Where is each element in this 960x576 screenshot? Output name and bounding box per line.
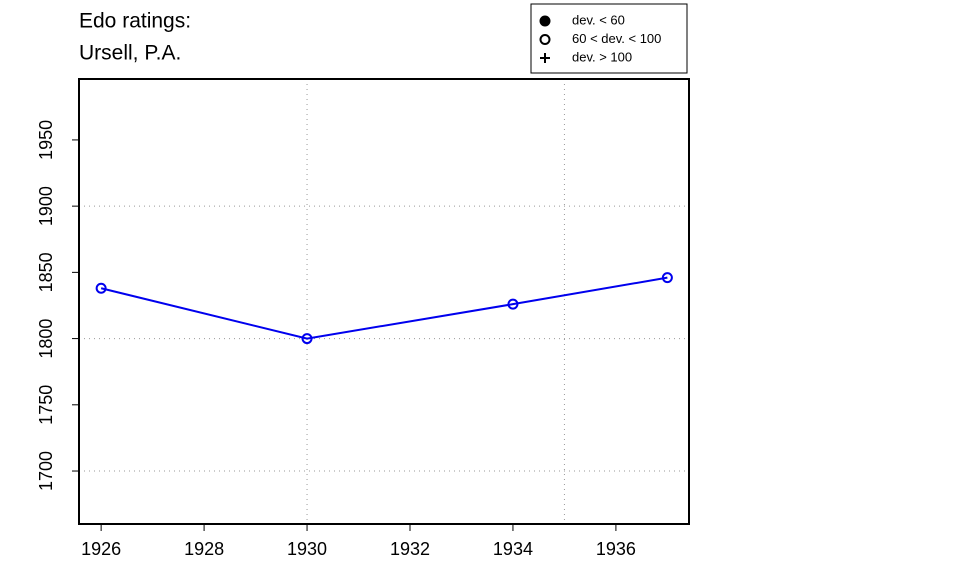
legend-symbol bbox=[539, 34, 551, 45]
y-tick-label: 1950 bbox=[36, 120, 56, 160]
data-point bbox=[301, 333, 313, 345]
data-point bbox=[507, 298, 519, 310]
x-tick-label: 1934 bbox=[493, 539, 533, 559]
legend-label: dev. > 100 bbox=[572, 49, 632, 64]
data-point bbox=[661, 272, 673, 284]
x-tick-label: 1932 bbox=[390, 539, 430, 559]
x-tick-label: 1936 bbox=[596, 539, 636, 559]
data-line bbox=[100, 276, 668, 340]
y-tick-label: 1700 bbox=[36, 451, 56, 491]
chart-subtitle: Ursell, P.A. bbox=[79, 42, 181, 65]
plot-frame bbox=[78, 78, 690, 525]
y-tick-label: 1750 bbox=[36, 385, 56, 425]
y-tick-label: 1900 bbox=[36, 186, 56, 226]
x-tick-label: 1926 bbox=[81, 539, 121, 559]
legend-label: dev. < 60 bbox=[572, 12, 625, 27]
legend-symbol bbox=[539, 15, 551, 27]
x-tick-label: 1928 bbox=[184, 539, 224, 559]
y-tick-label: 1850 bbox=[36, 252, 56, 292]
legend-label: 60 < dev. < 100 bbox=[572, 31, 661, 46]
y-tick-label: 1800 bbox=[36, 319, 56, 359]
legend-box bbox=[530, 3, 688, 74]
chart-title: Edo ratings: bbox=[79, 10, 191, 33]
x-tick-label: 1930 bbox=[287, 539, 327, 559]
data-point bbox=[95, 282, 107, 294]
legend-symbol bbox=[540, 53, 550, 63]
